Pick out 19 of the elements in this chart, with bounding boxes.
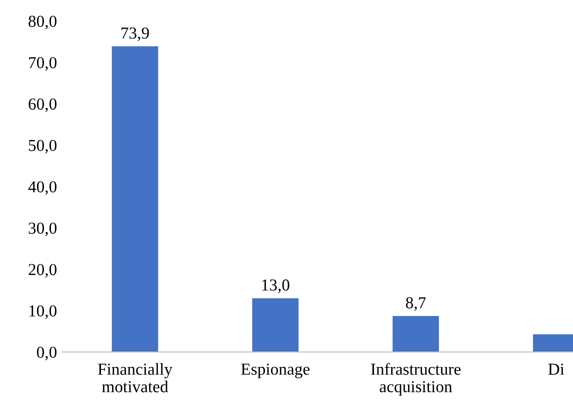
bar — [392, 316, 439, 352]
x-tick-label: Financially motivated — [98, 363, 172, 392]
y-tick-label: 10,0 — [29, 305, 57, 319]
y-tick-label: 30,0 — [28, 222, 57, 236]
y-tick-label: 70,0 — [29, 57, 57, 71]
y-tick-label: 20,0 — [28, 264, 57, 278]
y-tick-label: 40,0 — [28, 181, 57, 195]
bar — [112, 46, 158, 352]
y-tick-label: 0,0 — [36, 346, 57, 360]
y-tick-label: 50,0 — [28, 140, 57, 154]
data-label: 73,9 — [122, 27, 149, 42]
x-tick-label: Espionage — [241, 364, 310, 378]
x-tick-label: Infrastructure acquisition — [371, 362, 461, 396]
data-label: 13,0 — [262, 279, 290, 294]
y-tick-label: 60,0 — [28, 98, 57, 112]
y-tick-label: 80,0 — [28, 16, 57, 30]
bar — [252, 298, 299, 352]
x-tick-label: Di — [548, 364, 564, 375]
data-label: 8,7 — [406, 297, 426, 311]
